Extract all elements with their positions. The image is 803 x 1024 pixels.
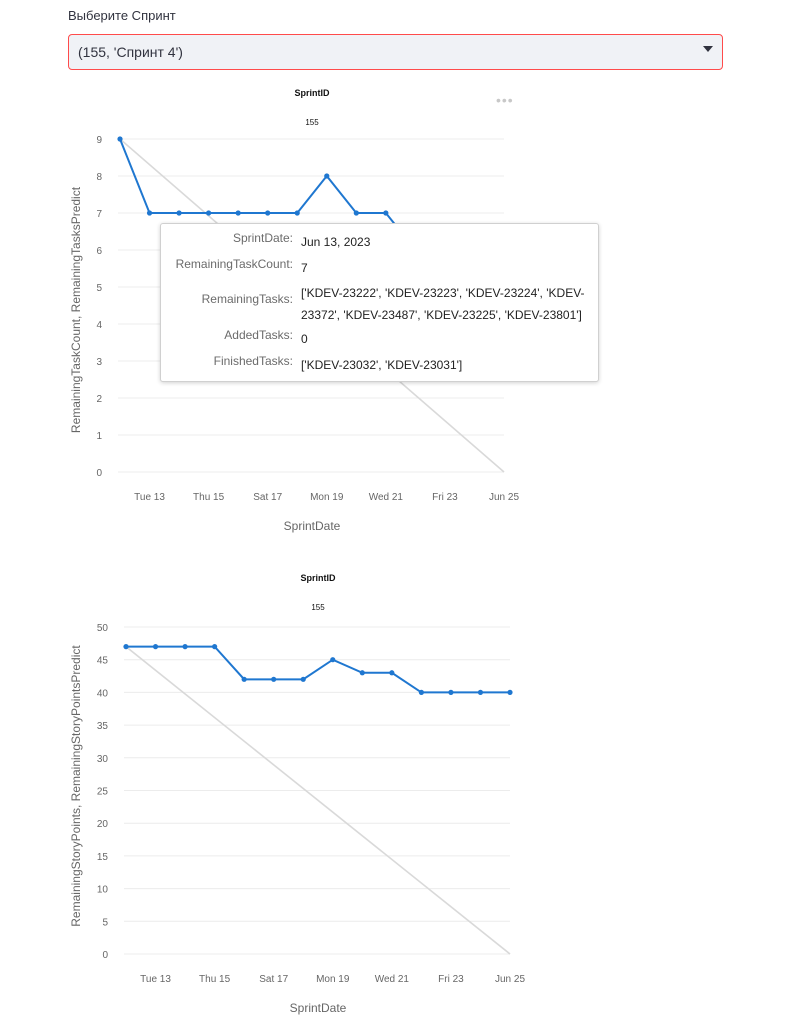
data-point bbox=[176, 210, 182, 216]
data-point bbox=[117, 136, 123, 142]
tooltip-key: AddedTasks: bbox=[224, 328, 293, 342]
y-tick-label: 5 bbox=[102, 917, 108, 928]
y-tick-label: 20 bbox=[97, 819, 109, 830]
data-point bbox=[477, 689, 484, 695]
data-point bbox=[241, 676, 247, 682]
data-point bbox=[235, 210, 241, 216]
data-point bbox=[383, 210, 389, 216]
y-tick-label: 1 bbox=[96, 431, 102, 442]
y-axis-label: RemainingStoryPoints, RemainingStoryPoin… bbox=[69, 645, 83, 927]
x-tick-label: Tue 13 bbox=[140, 974, 171, 985]
data-point bbox=[507, 689, 513, 695]
actual-line bbox=[126, 645, 510, 694]
tooltip-key: RemainingTaskCount: bbox=[175, 257, 293, 271]
x-ticks: Tue 13 Thu 15 Sat 17 Mon 19 Wed 21 Fri 23 Jun … bbox=[140, 974, 525, 985]
y-ticks: 0 1 2 3 4 5 6 7 8 9 bbox=[96, 135, 102, 479]
tooltip-key: FinishedTasks: bbox=[213, 354, 293, 368]
data-point bbox=[146, 210, 153, 216]
tooltip-value: ['KDEV-23032', 'KDEV-23031'] bbox=[301, 358, 463, 372]
x-tick-label: Jun 25 bbox=[495, 974, 525, 985]
x-axis-label: SprintDate bbox=[284, 519, 341, 533]
series bbox=[123, 644, 513, 955]
chevron-down-icon[interactable] bbox=[703, 46, 713, 52]
tooltip-value: 7 bbox=[301, 261, 308, 275]
y-tick-label: 40 bbox=[97, 688, 109, 699]
y-tick-label: 50 bbox=[97, 623, 109, 634]
x-tick-label: Mon 19 bbox=[310, 492, 344, 503]
data-point bbox=[389, 670, 395, 676]
y-tick-label: 2 bbox=[96, 394, 102, 405]
grid bbox=[124, 626, 510, 955]
x-tick-label: Wed 21 bbox=[375, 974, 410, 985]
y-axis-label: RemainingTaskCount, RemainingTasksPredic… bbox=[69, 186, 83, 433]
data-point bbox=[353, 210, 359, 216]
tooltip-value: 0 bbox=[301, 332, 308, 346]
x-tick-label: Thu 15 bbox=[193, 492, 225, 503]
x-tick-label: Tue 13 bbox=[134, 492, 165, 503]
tooltip-key: SprintDate: bbox=[232, 231, 293, 245]
y-tick-label: 0 bbox=[102, 950, 108, 961]
data-point bbox=[359, 670, 365, 676]
data-point bbox=[330, 657, 336, 663]
y-tick-label: 5 bbox=[96, 283, 102, 294]
chart-subtitle: 155 bbox=[311, 603, 325, 612]
tooltip-value: ['KDEV-23222', 'KDEV-23223', 'KDEV-23224… bbox=[301, 286, 585, 322]
chart-tooltip: SprintDate: Jun 13, 2023 RemainingTaskCo… bbox=[160, 223, 599, 382]
x-tick-label: Fri 23 bbox=[432, 492, 458, 503]
chart-subtitle: 155 bbox=[305, 118, 319, 127]
data-point bbox=[324, 173, 330, 179]
data-point bbox=[448, 689, 454, 695]
y-tick-label: 4 bbox=[96, 320, 102, 331]
sprint-select-value: (155, 'Спринт 4') bbox=[78, 44, 183, 60]
tooltip-value: Jun 13, 2023 bbox=[301, 235, 371, 249]
y-ticks: 0 5 10 15 20 25 30 35 40 45 50 bbox=[97, 623, 109, 961]
data-point bbox=[152, 644, 159, 650]
data-point bbox=[123, 644, 129, 650]
storypoints-burndown-chart: SprintID 155 0 5 10 15 20 25 30 35 40 45 50 Tue 13… bbox=[69, 573, 525, 1015]
data-point bbox=[212, 644, 218, 650]
y-tick-label: 0 bbox=[96, 468, 102, 479]
y-tick-label: 45 bbox=[97, 656, 109, 667]
data-point bbox=[182, 644, 188, 650]
x-tick-label: Sat 17 bbox=[259, 974, 288, 985]
chart-title: SprintID bbox=[301, 573, 336, 583]
x-tick-label: Thu 15 bbox=[199, 974, 231, 985]
x-tick-label: Jun 25 bbox=[489, 492, 519, 503]
data-point bbox=[271, 676, 277, 682]
y-tick-label: 6 bbox=[96, 246, 102, 257]
x-tick-label: Fri 23 bbox=[438, 974, 464, 985]
x-tick-label: Wed 21 bbox=[369, 492, 404, 503]
y-tick-label: 15 bbox=[97, 852, 109, 863]
y-tick-label: 25 bbox=[97, 787, 109, 798]
y-tick-label: 8 bbox=[96, 172, 102, 183]
x-axis-label: SprintDate bbox=[290, 1001, 347, 1015]
data-point bbox=[418, 689, 424, 695]
y-tick-label: 10 bbox=[97, 885, 109, 896]
y-tick-label: 35 bbox=[97, 721, 109, 732]
x-tick-label: Sat 17 bbox=[253, 492, 282, 503]
data-point bbox=[206, 210, 212, 216]
data-point bbox=[300, 676, 306, 682]
data-point bbox=[265, 210, 271, 216]
x-tick-label: Mon 19 bbox=[316, 974, 350, 985]
y-tick-label: 30 bbox=[97, 754, 109, 765]
sprint-select[interactable]: (155, 'Спринт 4') bbox=[68, 34, 723, 70]
y-tick-label: 3 bbox=[96, 357, 102, 368]
y-tick-label: 7 bbox=[96, 209, 102, 220]
predict-line bbox=[125, 645, 511, 955]
x-ticks: Tue 13 Thu 15 Sat 17 Mon 19 Wed 21 Fri 23 Jun … bbox=[134, 492, 519, 503]
data-point bbox=[294, 210, 300, 216]
y-tick-label: 9 bbox=[96, 135, 102, 146]
more-options-icon[interactable]: ••• bbox=[496, 92, 514, 108]
tooltip-key: RemainingTasks: bbox=[201, 292, 293, 306]
sprint-select-label: Выберите Спринт bbox=[68, 8, 176, 23]
chart-title: SprintID bbox=[295, 88, 330, 98]
